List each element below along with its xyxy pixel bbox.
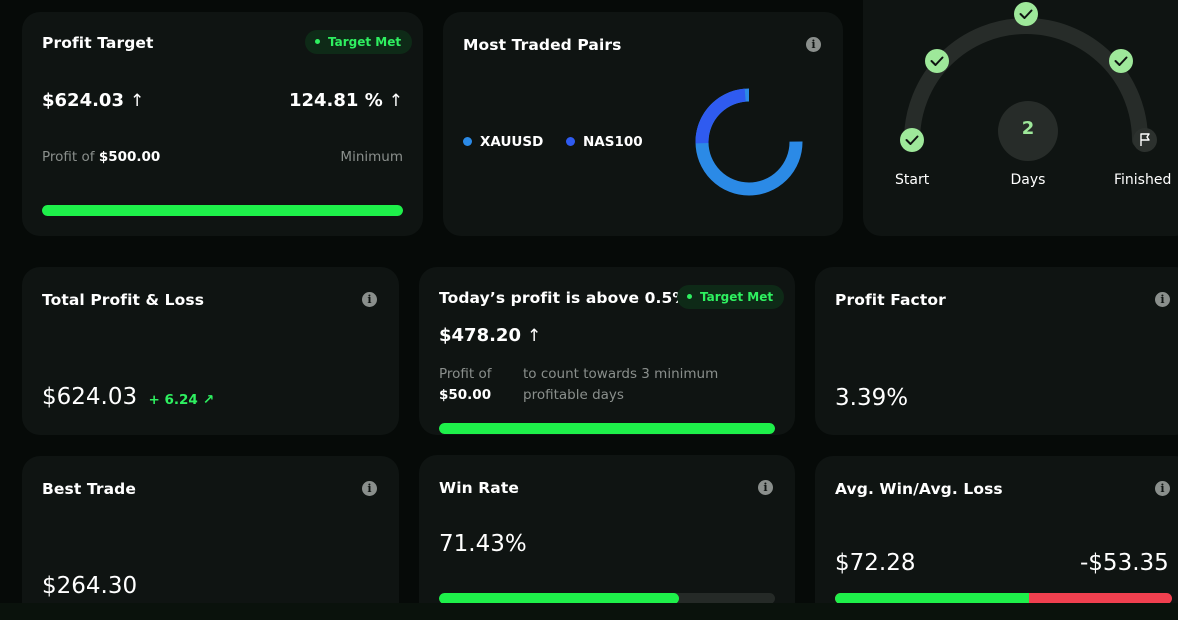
profit-of-label: Profit of (42, 149, 95, 165)
legend-dot-icon (566, 137, 575, 146)
total-pl-title: Total Profit & Loss (42, 291, 205, 309)
avg-win-value: $72.28 (835, 550, 916, 576)
profit-target-percent: 124.81 % ↑ (289, 90, 403, 111)
profit-target-profit-of: Profit of $500.00 (42, 149, 160, 165)
most-traded-pairs-card: Most Traded Pairs i XAUUSD NAS100 (443, 12, 843, 236)
profit-of-value: $500.00 (98, 149, 161, 165)
profit-target-progress-fill (42, 205, 403, 216)
arrow-up-icon: ↑ (129, 91, 145, 111)
info-icon[interactable]: i (1155, 481, 1170, 496)
today-profit-badge-label: Target Met (700, 290, 774, 304)
win-rate-card: Win Rate i 71.43% (419, 455, 795, 620)
legend-dot-icon (463, 137, 472, 146)
best-trade-card: Best Trade i $264.30 (22, 456, 399, 620)
legend-item-nas100: NAS100 (566, 134, 643, 150)
pairs-donut-chart (695, 88, 803, 196)
profit-target-badge: Target Met (305, 30, 413, 54)
days-counter-circle (998, 101, 1058, 161)
arc-track (904, 18, 1148, 148)
days-counter-value: 2 (1021, 118, 1035, 139)
best-trade-value: $264.30 (42, 573, 138, 599)
legend-item-xauusd: XAUUSD (463, 134, 543, 150)
today-profit-note: to count towards 3 minimum profitable da… (523, 366, 719, 403)
legend-label: NAS100 (583, 134, 643, 150)
profit-target-minimum: Minimum (340, 149, 403, 165)
badge-dot-icon (687, 294, 692, 299)
step-start-node (900, 128, 924, 152)
profit-target-percent-text: 124.81 % (288, 90, 383, 111)
step-node-2 (925, 49, 949, 73)
most-traded-pairs-title: Most Traded Pairs (463, 36, 622, 54)
info-icon[interactable]: i (806, 37, 821, 52)
today-profit-amount-text: $478.20 (439, 325, 521, 346)
today-profit-of-value: $50.00 (439, 387, 492, 403)
today-profit-badge: Target Met (677, 285, 785, 309)
avg-win-loss-card: Avg. Win/Avg. Loss i $72.28 -$53.35 (815, 456, 1178, 620)
total-pl-amount: $624.03 + 6.24 ↗ (42, 384, 214, 410)
total-pl-amount-text: $624.03 (42, 384, 138, 410)
days-tracker-card: 2 Start Days Finished (863, 0, 1178, 236)
total-pl-change-text: + 6.24 (148, 392, 198, 408)
info-icon[interactable]: i (1155, 292, 1170, 307)
total-profit-loss-card: Total Profit & Loss i $624.03 + 6.24 ↗ (22, 267, 399, 435)
win-rate-progress-fill (439, 593, 679, 604)
arrow-up-icon: ↑ (388, 91, 403, 111)
bottom-strip (0, 603, 1178, 620)
profit-target-progress-bar (42, 205, 403, 216)
badge-dot-icon (315, 39, 320, 44)
info-icon[interactable]: i (362, 292, 377, 307)
step-node-4 (1109, 49, 1133, 73)
today-profit-progress-fill (439, 423, 775, 434)
step-node-3 (1014, 2, 1038, 26)
today-profit-of-label: Profit of (439, 366, 492, 382)
info-icon[interactable]: i (758, 480, 773, 495)
avg-win-loss-bar (835, 593, 1172, 604)
legend-label: XAUUSD (480, 134, 544, 150)
avg-loss-value: -$53.35 (1080, 550, 1169, 576)
avg-win-share-fill (835, 593, 1029, 604)
arrow-up-right-icon: ↗ (202, 392, 215, 408)
win-rate-value: 71.43% (439, 531, 527, 557)
today-profit-amount: $478.20 ↑ (439, 325, 541, 346)
today-profit-of: Profit of $50.00 (439, 364, 492, 406)
profit-target-badge-label: Target Met (328, 35, 402, 49)
profit-factor-card: Profit Factor i 3.39% (815, 267, 1178, 435)
profit-target-card: Profit Target Target Met $624.03 ↑ 124.81… (22, 12, 423, 236)
finish-flag-icon (1133, 128, 1157, 152)
profit-target-amount: $624.03 ↑ (42, 90, 144, 111)
days-label: Days (1010, 172, 1046, 188)
arrow-up-icon: ↑ (526, 326, 542, 346)
today-profit-title: Today’s profit is above 0.5% (439, 289, 689, 307)
total-pl-change: + 6.24 ↗ (148, 392, 214, 408)
profit-target-amount-text: $624.03 (42, 90, 124, 111)
today-profit-card: Today’s profit is above 0.5% Target Met … (419, 267, 795, 435)
win-rate-title: Win Rate (439, 479, 519, 497)
info-icon[interactable]: i (362, 481, 377, 496)
avg-win-loss-title: Avg. Win/Avg. Loss (835, 480, 1003, 498)
start-label: Start (895, 172, 930, 188)
win-rate-progress-bar (439, 593, 775, 604)
best-trade-title: Best Trade (42, 480, 136, 498)
profit-factor-title: Profit Factor (835, 291, 946, 309)
days-progress-arc (900, 2, 1157, 161)
profit-factor-value: 3.39% (835, 385, 909, 411)
finished-label: Finished (1114, 172, 1172, 188)
profit-target-title: Profit Target (42, 34, 154, 52)
today-profit-progress-bar (439, 423, 775, 434)
